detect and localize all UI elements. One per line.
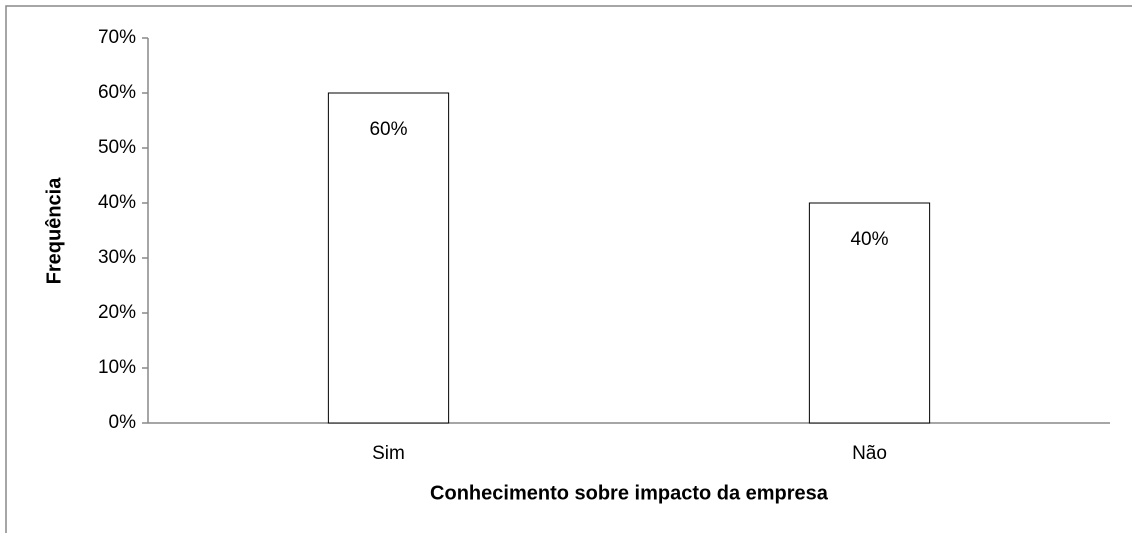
x-tick-label: Sim: [372, 443, 405, 464]
x-tick-label: Não: [852, 443, 887, 464]
data-label: 60%: [369, 119, 407, 140]
y-tick-label: 30%: [98, 247, 136, 268]
bar: [327, 92, 450, 424]
x-axis-title: Conhecimento sobre impacto da empresa: [430, 482, 829, 504]
y-tick-label: 70%: [98, 27, 136, 48]
y-axis-title: Frequência: [43, 177, 65, 285]
y-tick-label: 60%: [98, 82, 136, 103]
y-tick-label: 50%: [98, 137, 136, 158]
y-tick-label: 20%: [98, 302, 136, 323]
y-tick-label: 0%: [109, 412, 137, 433]
chart-border: [5, 5, 1132, 533]
y-tick-label: 40%: [98, 192, 136, 213]
bar: [808, 202, 931, 424]
data-label: 40%: [850, 229, 888, 250]
y-tick-label: 10%: [98, 357, 136, 378]
